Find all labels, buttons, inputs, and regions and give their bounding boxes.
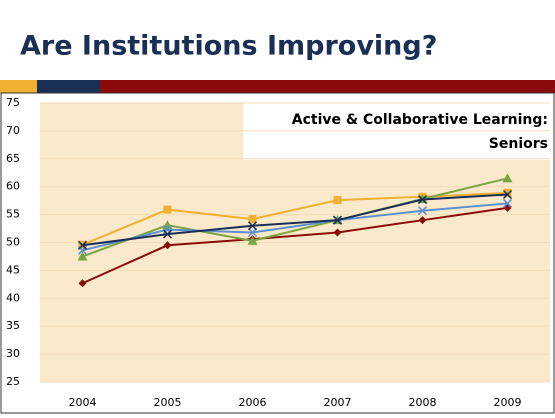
y-tick-label: 60	[6, 180, 20, 193]
x-tick-label: 2005	[154, 396, 182, 409]
marker	[162, 229, 173, 239]
x-tick-label: 2004	[69, 396, 97, 409]
y-tick-label: 75	[6, 96, 20, 109]
marker	[417, 195, 428, 205]
x-tick-label: 2007	[324, 396, 352, 409]
stripe-yellow	[0, 80, 37, 93]
slide-title: Are Institutions Improving?	[20, 31, 437, 62]
marker	[418, 216, 427, 225]
x-tick-label: 2006	[239, 396, 267, 409]
marker	[333, 228, 342, 237]
marker	[417, 206, 428, 216]
chart-title: Seniors	[489, 136, 548, 152]
marker	[247, 221, 258, 231]
marker	[503, 188, 512, 197]
series-line	[82, 202, 508, 252]
y-tick-label: 30	[6, 347, 20, 360]
y-tick-label: 40	[6, 291, 20, 304]
marker	[163, 241, 172, 250]
y-tick-label: 25	[6, 375, 20, 388]
marker	[502, 173, 513, 183]
marker	[332, 215, 343, 225]
series-line	[82, 206, 508, 285]
stripe-red	[100, 80, 555, 93]
marker	[248, 215, 257, 224]
marker	[502, 189, 513, 200]
x-tick-label: 2008	[409, 396, 437, 409]
marker	[247, 235, 258, 245]
series-line	[82, 193, 508, 247]
frame	[0, 92, 555, 414]
annotation-box	[243, 95, 550, 160]
chart-title: Active & Collaborative Learning:	[292, 112, 548, 128]
marker	[78, 279, 87, 288]
y-tick-label: 65	[6, 152, 20, 165]
x-tick-label: 2009	[494, 396, 522, 409]
marker	[247, 227, 258, 237]
marker	[333, 196, 342, 205]
series-line	[82, 177, 508, 258]
y-tick-label: 70	[6, 124, 20, 137]
y-tick-label: 55	[6, 208, 20, 221]
y-tick-label: 45	[6, 263, 20, 276]
marker	[77, 251, 88, 261]
marker	[502, 198, 513, 208]
marker	[163, 205, 172, 214]
marker	[77, 240, 88, 250]
y-tick-label: 35	[6, 319, 20, 332]
stripe-navy	[37, 80, 100, 93]
y-tick-label: 50	[6, 236, 20, 249]
